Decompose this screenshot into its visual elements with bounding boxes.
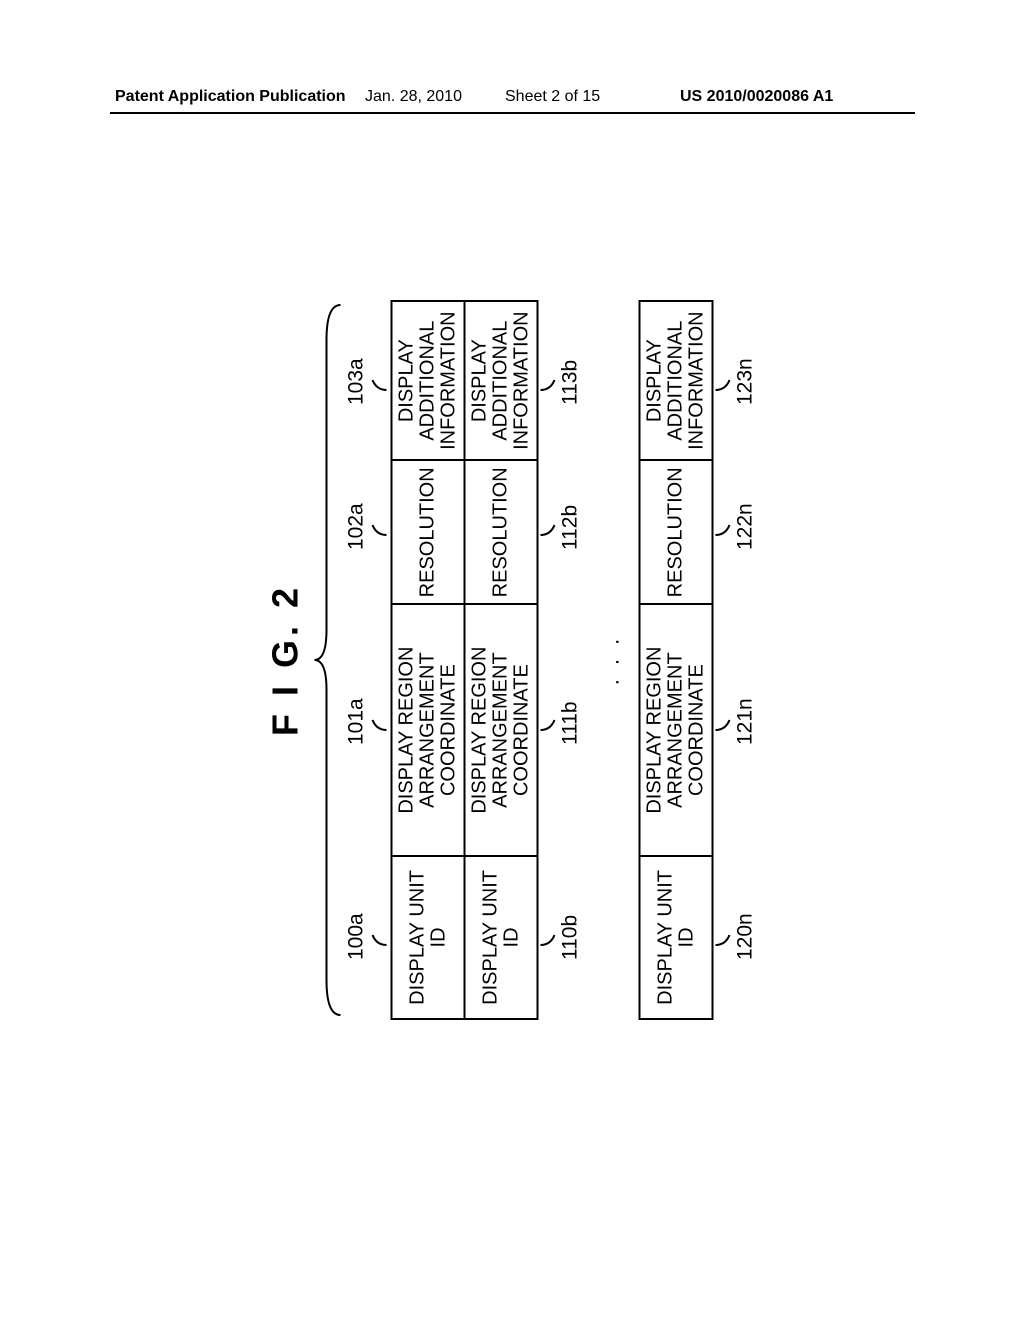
cell-line: ARRANGEMENT COORDINATE [665, 652, 708, 808]
cell-line: DISPLAY ADDITIONAL [469, 321, 512, 441]
label-113b: 113b [559, 360, 583, 405]
cell-line: DISPLAY REGION [644, 647, 666, 814]
table-block-ab: DISPLAY UNIT ID DISPLAY REGION ARRANGEME… [391, 300, 539, 1020]
cell-display-unit-id: DISPLAY UNIT ID [640, 856, 713, 1019]
cell-additional: DISPLAY ADDITIONAL INFORMATION [465, 301, 538, 460]
tick-row-b [539, 300, 557, 1020]
cell-line: DISPLAY REGION [396, 647, 418, 814]
tick-row-a [371, 300, 389, 1020]
cell-display-unit-id: DISPLAY UNIT ID [392, 856, 465, 1019]
header-pubno: US 2010/0020086 A1 [680, 88, 833, 106]
label-122n: 122n [734, 503, 758, 550]
cell-line: DISPLAY ADDITIONAL [644, 321, 687, 441]
cell-additional: DISPLAY ADDITIONAL INFORMATION [392, 301, 465, 460]
label-101a: 101a [345, 698, 369, 745]
header-date: Jan. 28, 2010 [365, 88, 462, 106]
label-row-b: 110b 111b 112b 113b [559, 300, 585, 1020]
top-label-row-a: 100a 101a 102a 103a [345, 300, 371, 1020]
label-120n: 120n [734, 913, 758, 960]
brace-top-whole [313, 300, 343, 1020]
table-block-n: DISPLAY UNIT ID DISPLAY REGION ARRANGEME… [639, 300, 714, 1020]
cell-resolution: RESOLUTION [465, 460, 538, 604]
header-left: Patent Application Publication [115, 88, 346, 106]
header-sheet: Sheet 2 of 15 [505, 88, 600, 106]
table-row: DISPLAY UNIT ID DISPLAY REGION ARRANGEME… [392, 301, 465, 1019]
figure-title: F I G. 2 [265, 300, 307, 1020]
cell-display-region: DISPLAY REGION ARRANGEMENT COORDINATE [640, 604, 713, 856]
label-112b: 112b [559, 505, 583, 550]
cell-line: ARRANGEMENT COORDINATE [490, 652, 533, 808]
label-102a: 102a [345, 503, 369, 550]
table-row: DISPLAY UNIT ID DISPLAY REGION ARRANGEME… [640, 301, 713, 1019]
cell-display-unit-id: DISPLAY UNIT ID [465, 856, 538, 1019]
cell-line: ARRANGEMENT COORDINATE [417, 652, 460, 808]
label-123n: 123n [734, 358, 758, 405]
cell-line: INFORMATION [686, 311, 708, 450]
vertical-ellipsis: . . . [599, 300, 625, 1020]
cell-resolution: RESOLUTION [640, 460, 713, 604]
label-100a: 100a [345, 913, 369, 960]
table-row: DISPLAY UNIT ID DISPLAY REGION ARRANGEME… [465, 301, 538, 1019]
cell-line: INFORMATION [511, 311, 533, 450]
cell-resolution: RESOLUTION [392, 460, 465, 604]
tick-row-n [714, 300, 732, 1020]
label-111b: 111b [559, 701, 583, 745]
header-rule [110, 112, 915, 114]
cell-additional: DISPLAY ADDITIONAL INFORMATION [640, 301, 713, 460]
cell-line: DISPLAY ADDITIONAL [396, 321, 439, 441]
figure-2-diagram: F I G. 2 100a 101a 102a 103a DISPLAY UNI… [265, 300, 760, 1020]
label-121n: 121n [734, 698, 758, 745]
cell-line: INFORMATION [438, 311, 460, 450]
cell-line: DISPLAY REGION [469, 647, 491, 814]
cell-display-region: DISPLAY REGION ARRANGEMENT COORDINATE [465, 604, 538, 856]
label-row-n: 120n 121n 122n 123n [734, 300, 760, 1020]
label-103a: 103a [345, 358, 369, 405]
label-110b: 110b [559, 915, 583, 960]
cell-display-region: DISPLAY REGION ARRANGEMENT COORDINATE [392, 604, 465, 856]
